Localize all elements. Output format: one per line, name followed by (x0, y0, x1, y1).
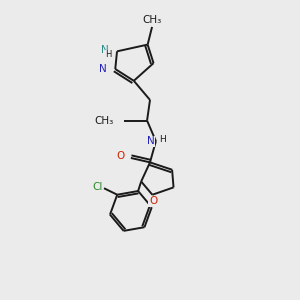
Text: CH₃: CH₃ (94, 116, 113, 126)
Text: H: H (106, 50, 112, 59)
Text: H: H (159, 135, 166, 144)
Text: CH₃: CH₃ (142, 15, 162, 26)
Text: N: N (101, 45, 109, 55)
Text: N: N (99, 64, 107, 74)
Text: O: O (149, 196, 158, 206)
Text: O: O (117, 152, 125, 161)
Text: Cl: Cl (92, 182, 103, 192)
Text: N: N (147, 136, 154, 146)
